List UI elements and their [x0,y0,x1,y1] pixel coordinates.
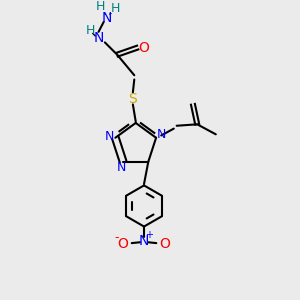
Text: N: N [117,161,126,175]
Text: N: N [101,11,112,25]
Text: H: H [111,2,120,16]
Text: S: S [128,92,137,106]
Text: N: N [93,31,104,45]
Text: O: O [118,237,129,251]
Text: -: - [114,231,119,244]
Text: +: + [145,230,153,239]
Text: O: O [159,237,170,251]
Text: N: N [139,234,149,248]
Text: H: H [96,0,106,13]
Text: N: N [157,128,167,141]
Text: O: O [138,40,149,55]
Text: H: H [86,25,95,38]
Text: N: N [104,130,114,143]
